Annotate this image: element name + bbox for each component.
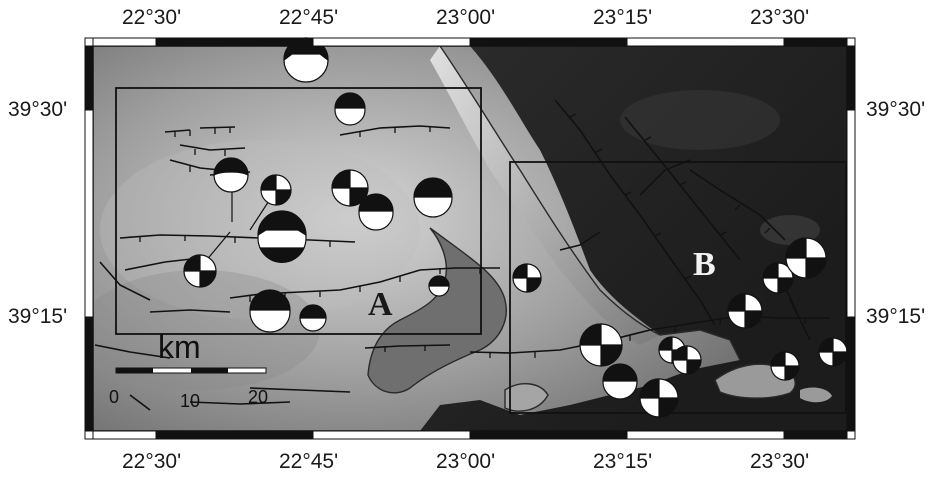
beachball xyxy=(727,293,763,329)
beachball xyxy=(785,237,827,279)
lon-label-top-5: 23°30' xyxy=(750,6,810,29)
beachball xyxy=(602,363,638,400)
scale-bar xyxy=(115,367,267,374)
lat-label-right-1: 39°30' xyxy=(866,98,926,121)
lon-label-top-3: 23°00' xyxy=(436,6,496,29)
lat-label-left-1: 39°30' xyxy=(8,98,68,121)
island-tip xyxy=(505,383,548,412)
lat-label-right-2: 39°15' xyxy=(866,305,926,328)
beachball xyxy=(257,210,307,264)
island-small xyxy=(800,387,832,403)
lon-label-bottom-3: 23°00' xyxy=(436,450,496,473)
scale-unit-label: km xyxy=(158,329,201,365)
beachball xyxy=(579,323,623,367)
region-label-A: A xyxy=(368,286,393,323)
beachball xyxy=(428,275,450,297)
beachball xyxy=(672,345,702,375)
lon-label-bottom-5: 23°30' xyxy=(750,450,810,473)
fault-lines xyxy=(94,99,830,411)
beachball xyxy=(213,157,249,193)
lon-label-top-4: 23°15' xyxy=(593,6,653,29)
beachball xyxy=(183,254,217,288)
beachball xyxy=(331,169,369,207)
box-B xyxy=(509,161,847,414)
beachball xyxy=(249,289,291,333)
lon-label-bottom-2: 22°45' xyxy=(279,450,339,473)
beachball xyxy=(299,304,327,332)
focal-mechanisms xyxy=(183,37,848,418)
lon-label-bottom-4: 23°15' xyxy=(593,450,653,473)
lon-label-bottom-1: 22°30' xyxy=(122,450,182,473)
lat-label-left-2: 39°15' xyxy=(8,305,68,328)
beachball xyxy=(639,378,679,418)
beachball xyxy=(334,92,366,126)
beachball xyxy=(413,177,453,218)
scale-tick-0: 0 xyxy=(109,387,120,407)
beachball xyxy=(260,174,292,206)
region-label-B: B xyxy=(693,246,716,283)
lon-label-top-2: 22°45' xyxy=(279,6,339,29)
beachball xyxy=(818,337,848,367)
land-pelion-ridge xyxy=(430,46,660,345)
scale-tick-10: 10 xyxy=(180,391,201,411)
beachball xyxy=(762,262,794,294)
beachball xyxy=(512,263,542,293)
scale-tick-20: 20 xyxy=(248,387,269,407)
beachball xyxy=(770,351,800,381)
beachball xyxy=(358,193,394,231)
map-frame xyxy=(84,37,856,440)
lon-label-top-1: 22°30' xyxy=(122,6,182,29)
box-A xyxy=(115,87,482,335)
